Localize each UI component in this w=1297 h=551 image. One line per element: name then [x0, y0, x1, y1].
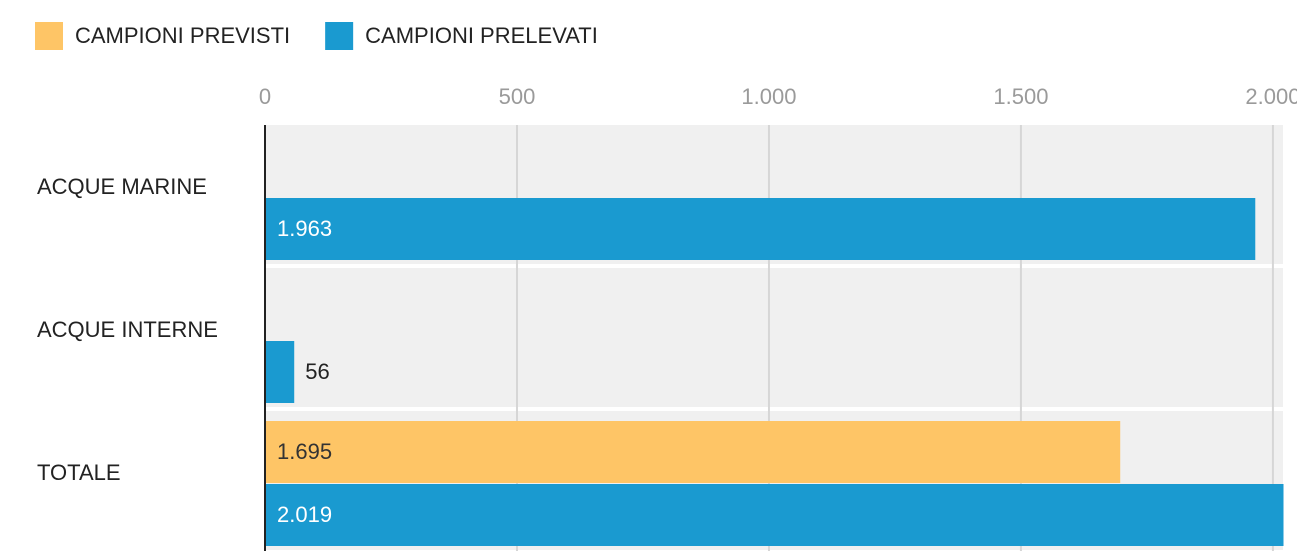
- bar: [266, 341, 295, 403]
- y-tick-label: TOTALE: [37, 460, 121, 485]
- bar: [266, 484, 1284, 546]
- x-tick-label: 1.000: [741, 84, 796, 109]
- legend-swatch: [35, 22, 63, 50]
- x-tick-label: 500: [499, 84, 536, 109]
- bar: [266, 421, 1121, 483]
- legend-label: CAMPIONI PRELEVATI: [365, 23, 598, 48]
- x-tick-label: 0: [259, 84, 271, 109]
- value-label: 56: [305, 359, 329, 384]
- y-tick-label: ACQUE MARINE: [37, 174, 207, 199]
- value-label: 1.963: [277, 216, 332, 241]
- value-label: 2.019: [277, 502, 332, 527]
- x-tick-label: 2.000: [1245, 84, 1297, 109]
- bar: [266, 198, 1256, 260]
- y-tick-label: ACQUE INTERNE: [37, 317, 218, 342]
- legend-label: CAMPIONI PREVISTI: [75, 23, 290, 48]
- value-label: 1.695: [277, 439, 332, 464]
- x-tick-label: 1.500: [993, 84, 1048, 109]
- band-background: [265, 268, 1283, 407]
- legend-swatch: [325, 22, 354, 50]
